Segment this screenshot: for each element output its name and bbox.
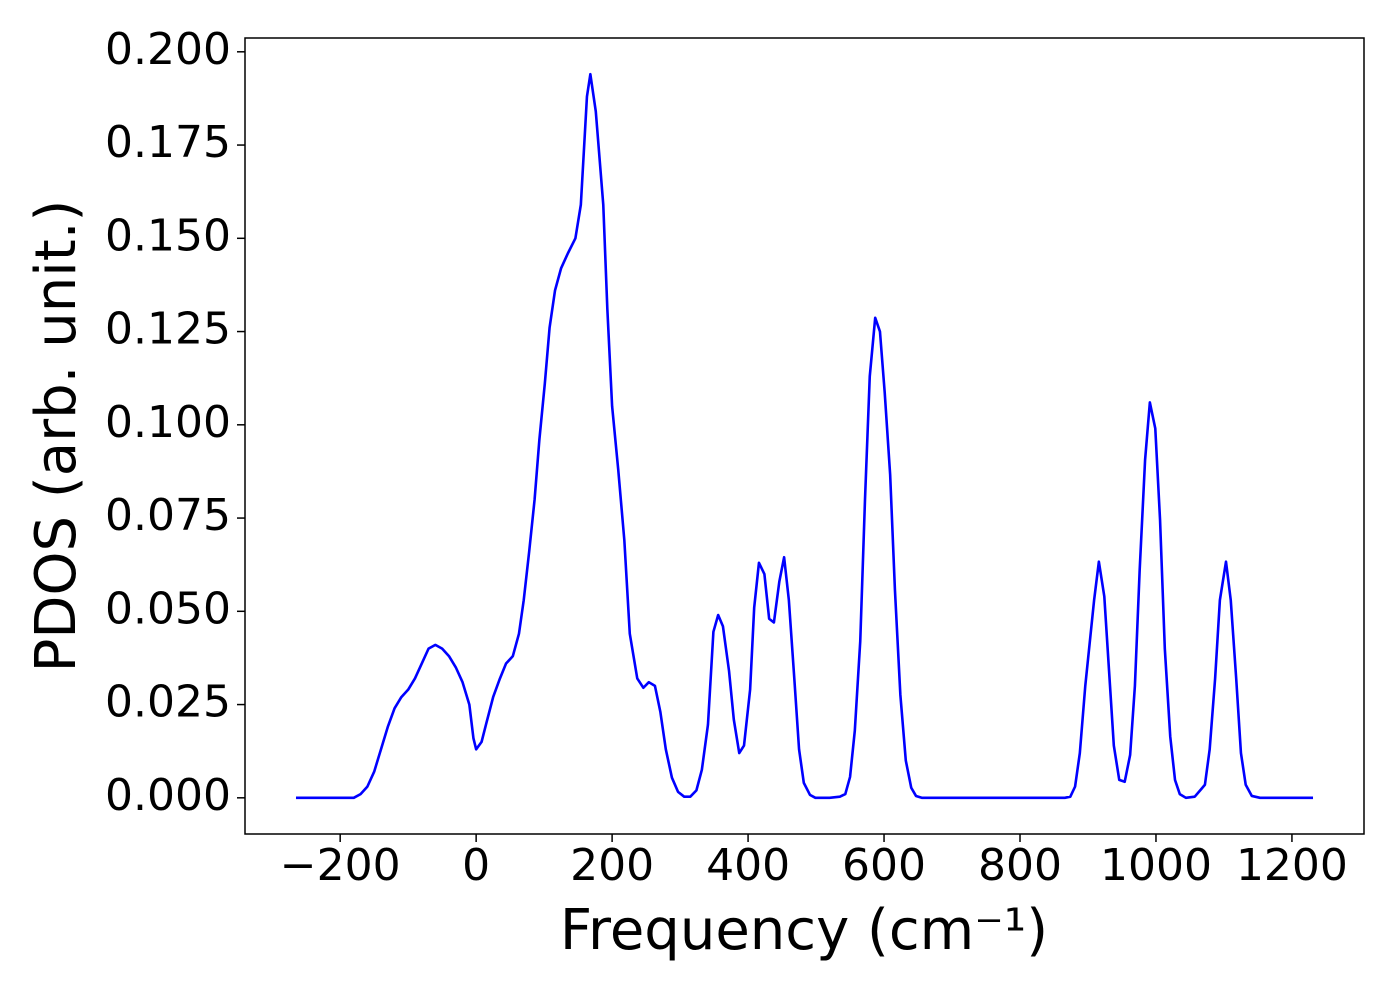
y-tick-label: 0.050 (105, 583, 231, 634)
y-tick-label: 0.125 (105, 304, 231, 355)
y-tick-label: 0.075 (105, 490, 231, 541)
x-tick-label: 200 (570, 840, 654, 891)
y-tick-label: 0.000 (105, 770, 231, 821)
x-tick-label: 0 (462, 840, 490, 891)
x-tick-label: 800 (978, 840, 1062, 891)
line-series (295, 72, 1314, 800)
y-tick-label: 0.025 (105, 677, 231, 728)
x-tick-label: 600 (842, 840, 926, 891)
x-tick-label: −200 (280, 840, 401, 891)
y-tick-label: 0.100 (105, 397, 231, 448)
x-tick-label: 1000 (1100, 840, 1212, 891)
x-tick-label: 400 (706, 840, 790, 891)
y-tick-label: 0.200 (105, 24, 231, 75)
x-axis-label: Frequency (cm⁻¹) (560, 898, 1048, 963)
plot-frame (244, 37, 1365, 835)
y-tick-label: 0.150 (105, 210, 231, 261)
y-tick-label: 0.175 (105, 117, 231, 168)
y-axis-label: PDOS (arb. unit.) (24, 200, 89, 673)
x-tick-label: 1200 (1236, 840, 1348, 891)
